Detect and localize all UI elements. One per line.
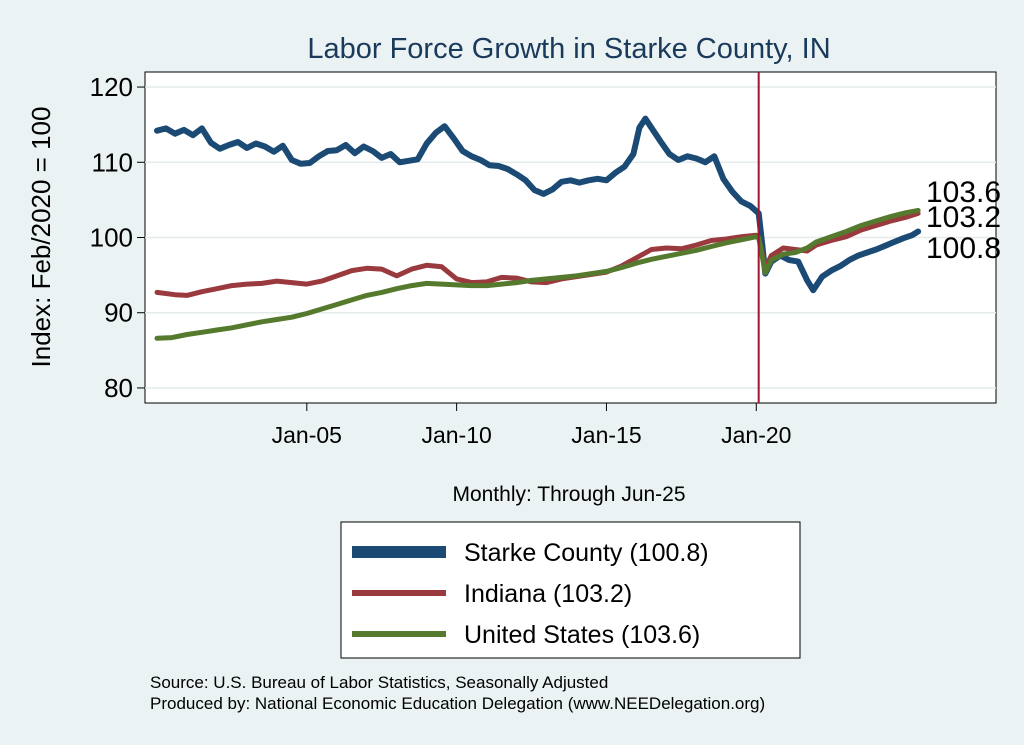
- end-label-starke-county: 100.8: [926, 232, 1001, 265]
- series-line-united-states: [154, 207, 921, 341]
- end-label-united-states: 103.6: [926, 176, 1001, 209]
- source-note: Source: U.S. Bureau of Labor Statistics,…: [150, 673, 608, 692]
- x-tick-label: Jan-20: [721, 422, 791, 448]
- end-label-indiana: 103.2: [926, 201, 1001, 234]
- x-tick-label: Jan-15: [571, 422, 641, 448]
- series-line-starke-county: [154, 115, 922, 294]
- y-tick-label: 90: [104, 298, 133, 328]
- y-tick-label: 100: [90, 223, 133, 253]
- grid: [145, 86, 996, 389]
- legend-label: United States (103.6): [464, 621, 700, 649]
- y-tick-label: 120: [90, 72, 133, 102]
- x-axis-label: Monthly: Through Jun-25: [452, 483, 685, 506]
- produced-by-note: Produced by: National Economic Education…: [150, 694, 765, 713]
- legend: Starke County (100.8) Indiana (103.2) Unit…: [340, 521, 801, 659]
- y-tick-label: 80: [104, 373, 133, 403]
- y-axis-label: Index: Feb/2020 = 100: [26, 107, 56, 368]
- y-tick-label: 110: [92, 147, 133, 177]
- x-tick-label: Jan-05: [272, 422, 342, 448]
- legend-label: Starke County (100.8): [464, 539, 709, 567]
- axes: 80 90 100 110 120 Jan-05 Jan-10 Jan-15 Jan-20: [90, 72, 792, 448]
- chart-title: Labor Force Growth in Starke County, IN: [307, 33, 830, 65]
- legend-label: Indiana (103.2): [464, 580, 632, 608]
- x-tick-label: Jan-10: [421, 422, 491, 448]
- series-lines: [154, 72, 922, 403]
